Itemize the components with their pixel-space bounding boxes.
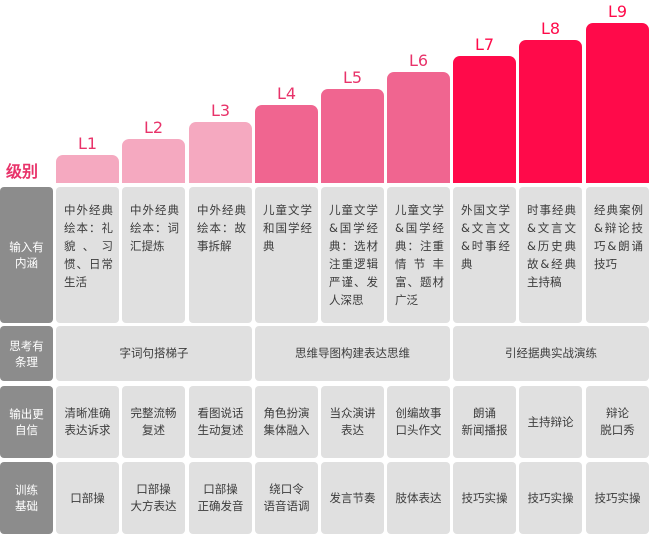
level-bar-4 [255, 105, 318, 183]
thinking-cell-2: 思维导图构建表达思维 [255, 326, 450, 381]
level-bar-3 [189, 122, 252, 183]
level-label-2: L2 [143, 118, 164, 137]
row-header-thinking: 思考有 条理 [0, 326, 53, 381]
training-cell-6: 肢体表达 [387, 462, 450, 534]
level-bar-7 [453, 56, 516, 183]
training-cell-8: 技巧实操 [519, 462, 582, 534]
level-bar-5 [321, 89, 384, 183]
output-cell-4: 角色扮演 集体融入 [255, 386, 318, 458]
training-cell-2: 口部操 大方表达 [122, 462, 185, 534]
output-cell-7: 朗诵 新闻播报 [453, 386, 516, 458]
output-cell-9: 辩论 脱口秀 [586, 386, 649, 458]
level-bar-2 [122, 139, 185, 183]
output-cell-3: 看图说话 生动复述 [189, 386, 252, 458]
level-bar-8 [519, 40, 582, 183]
input-cell-8: 时事经典&文言文&历史典故&经典主持稿 [519, 187, 582, 323]
training-cell-7: 技巧实操 [453, 462, 516, 534]
level-bar-9 [586, 23, 649, 183]
chart-title: 级别 [6, 162, 39, 181]
level-label-8: L8 [540, 19, 561, 38]
thinking-cell-3: 引经据典实战演练 [453, 326, 649, 381]
level-label-9: L9 [607, 2, 628, 21]
output-cell-8: 主持辩论 [519, 386, 582, 458]
training-cell-1: 口部操 [56, 462, 119, 534]
level-label-5: L5 [342, 68, 363, 87]
input-cell-4: 儿童文学和国学经典 [255, 187, 318, 323]
training-cell-4: 绕口令 语音语调 [255, 462, 318, 534]
level-bar-6 [387, 72, 450, 183]
training-cell-5: 发言节奏 [321, 462, 384, 534]
level-label-7: L7 [474, 35, 495, 54]
level-label-3: L3 [210, 101, 231, 120]
output-cell-2: 完整流畅 复述 [122, 386, 185, 458]
row-header-input: 输入有 内涵 [0, 187, 53, 323]
training-cell-9: 技巧实操 [586, 462, 649, 534]
thinking-cell-1: 字词句搭梯子 [56, 326, 252, 381]
output-cell-5: 当众演讲 表达 [321, 386, 384, 458]
input-cell-5: 儿童文学&国学经典：选材注重逻辑严谨、发人深思 [321, 187, 384, 323]
input-cell-6: 儿童文学&国学经典：注重情节丰富、题材广泛 [387, 187, 450, 323]
row-header-output: 输出更 自信 [0, 386, 53, 458]
level-label-6: L6 [408, 51, 429, 70]
input-cell-1: 中外经典绘本：礼貌、习惯、日常生活 [56, 187, 119, 323]
input-cell-9: 经典案例&辩论技巧&朗诵技巧 [586, 187, 649, 323]
training-cell-3: 口部操 正确发音 [189, 462, 252, 534]
level-label-1: L1 [77, 134, 98, 153]
input-cell-7: 外国文学&文言文&时事经典 [453, 187, 516, 323]
input-cell-2: 中外经典绘本：词汇提炼 [122, 187, 185, 323]
output-cell-6: 创编故事 口头作文 [387, 386, 450, 458]
row-header-training: 训练 基础 [0, 462, 53, 534]
level-bar-1 [56, 155, 119, 183]
level-label-4: L4 [276, 84, 297, 103]
input-cell-3: 中外经典绘本：故事拆解 [189, 187, 252, 323]
output-cell-1: 清晰准确 表达诉求 [56, 386, 119, 458]
